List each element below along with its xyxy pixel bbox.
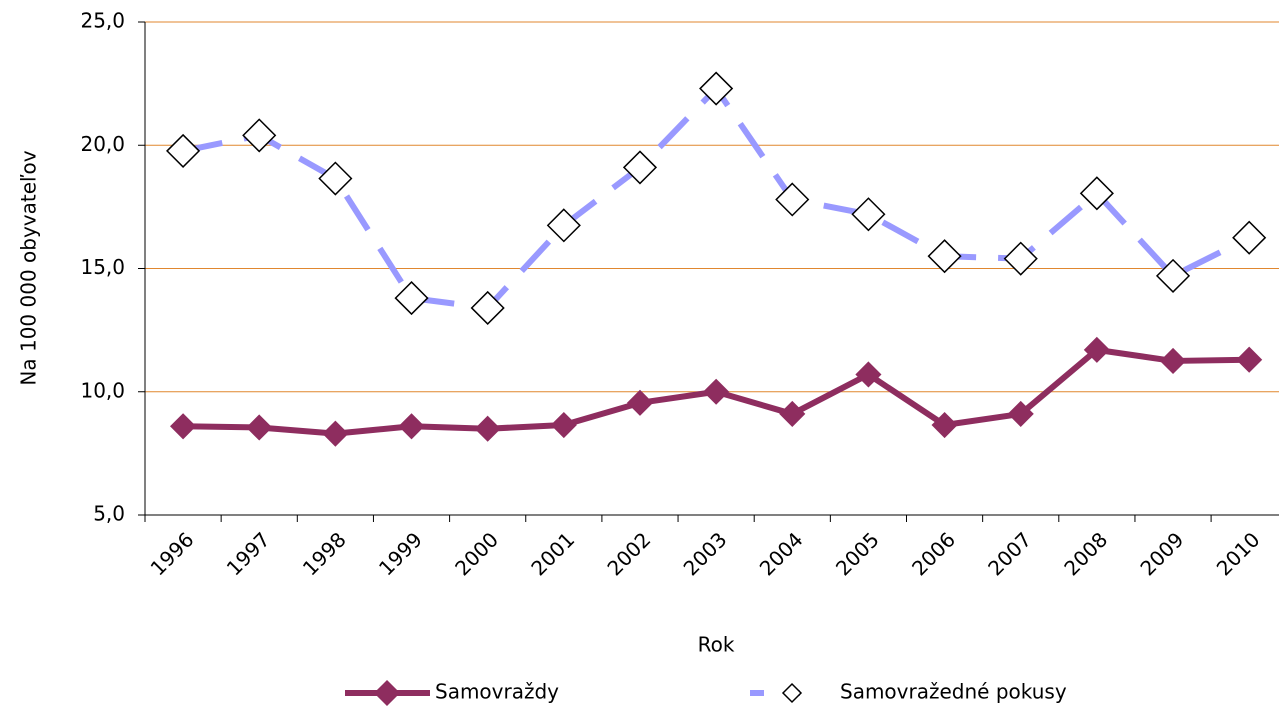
y-axis-title: Na 100 000 obyvateľov — [17, 150, 41, 385]
point — [775, 182, 810, 217]
point — [170, 413, 197, 440]
point — [699, 71, 734, 106]
point — [851, 197, 886, 232]
point — [622, 150, 658, 185]
point — [779, 400, 806, 427]
x-tick-label: 2009 — [1135, 527, 1188, 580]
x-tick-label: 1998 — [298, 527, 351, 580]
point — [1083, 336, 1110, 363]
x-tick-label: 2006 — [907, 527, 960, 580]
y-tick-label: 5,0 — [93, 502, 125, 526]
x-tick-label: 1996 — [146, 527, 199, 580]
point — [1159, 347, 1187, 374]
x-tick-label: 1999 — [374, 527, 427, 580]
point — [242, 118, 277, 153]
x-tick-label: 2007 — [983, 527, 1036, 580]
point — [931, 411, 958, 439]
y-tick-label: 15,0 — [80, 255, 125, 279]
point — [166, 133, 201, 168]
point — [1232, 220, 1267, 255]
point — [1003, 241, 1038, 276]
point — [550, 411, 577, 439]
point — [318, 161, 353, 196]
legend-label: Samovražedné pokusy — [840, 680, 1067, 704]
point — [474, 415, 501, 442]
point — [398, 413, 425, 440]
point — [1007, 400, 1034, 427]
legend-marker — [781, 682, 803, 704]
x-axis-title: Rok — [698, 633, 735, 657]
point — [1236, 346, 1263, 373]
x-tick-label: 2000 — [450, 527, 503, 580]
x-tick-label: 2001 — [526, 527, 579, 580]
point — [394, 281, 429, 316]
point — [1155, 258, 1191, 293]
point — [927, 239, 962, 274]
y-tick-label: 25,0 — [80, 9, 125, 33]
legend-label: Samovraždy — [435, 680, 559, 704]
point — [470, 290, 505, 326]
point — [855, 361, 882, 388]
point — [246, 414, 273, 441]
x-tick-label: 2004 — [755, 527, 808, 580]
y-tick-label: 10,0 — [80, 378, 125, 402]
x-tick-label: 2002 — [602, 527, 655, 580]
legend-marker — [373, 679, 401, 707]
x-tick-label: 1997 — [222, 527, 275, 580]
point — [546, 208, 581, 243]
point — [626, 389, 654, 416]
y-tick-label: 20,0 — [80, 132, 125, 156]
x-tick-label: 2008 — [1059, 527, 1112, 580]
point — [1079, 176, 1114, 211]
x-tick-label: 2010 — [1212, 527, 1265, 580]
point — [703, 378, 730, 405]
point — [322, 420, 349, 447]
x-tick-label: 2005 — [831, 527, 884, 580]
x-tick-label: 2003 — [679, 527, 732, 580]
